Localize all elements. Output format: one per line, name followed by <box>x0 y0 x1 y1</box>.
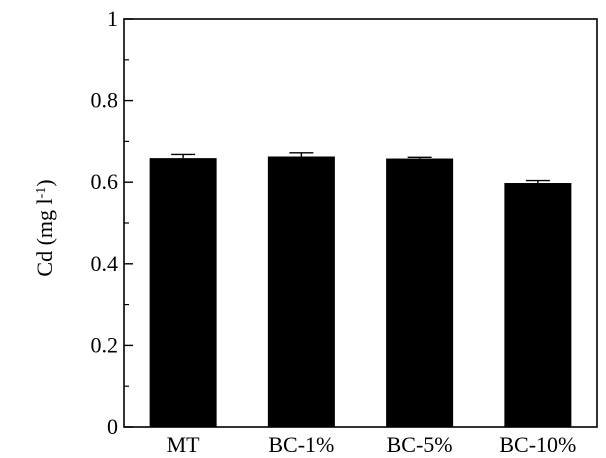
y-axis-title: Cd (mg l-1) <box>32 179 57 276</box>
x-tick-label: BC-10% <box>499 432 576 457</box>
y-tick-label: 0 <box>107 414 118 439</box>
y-tick-label: 0.2 <box>91 332 119 357</box>
bar <box>386 158 454 427</box>
y-axis-title-main: Cd (mg l <box>32 198 57 276</box>
y-axis-title-close: ) <box>32 179 57 186</box>
x-tick-label: BC-1% <box>268 432 334 457</box>
bar <box>504 183 572 427</box>
y-tick-label: 0.8 <box>91 88 119 113</box>
bar <box>149 158 217 428</box>
y-axis-title-sup: -1 <box>34 187 49 199</box>
bar <box>267 156 335 427</box>
y-tick-label: 1 <box>107 6 118 31</box>
y-ticks: 0 0.2 0.4 0.6 0.8 1 <box>91 6 133 439</box>
x-tick-label: BC-5% <box>387 432 453 457</box>
x-tick-labels: MT BC-1% BC-5% BC-10% <box>167 432 577 457</box>
x-tick-label: MT <box>167 432 201 457</box>
y-tick-label: 0.6 <box>91 169 119 194</box>
y-tick-label: 0.4 <box>91 251 119 276</box>
bars-group <box>149 152 572 428</box>
